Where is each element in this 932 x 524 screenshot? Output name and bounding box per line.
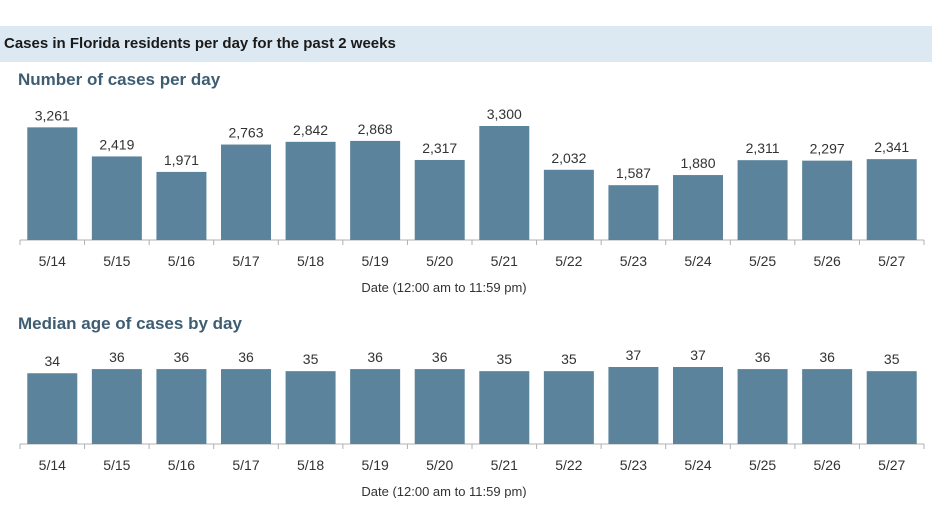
value-label: 2,311 [746, 140, 780, 156]
value-label: 36 [819, 349, 835, 365]
value-label: 3,300 [487, 106, 522, 122]
value-label: 2,341 [874, 139, 909, 155]
x-tick-label: 5/18 [297, 253, 324, 269]
x-tick-label: 5/16 [168, 457, 195, 473]
page-title: Cases in Florida residents per day for t… [4, 35, 396, 52]
median-age-chart: 34 5/14 36 5/15 36 5/16 36 5/17 35 5/18 36 5/19 36 5/… [19, 347, 925, 498]
bar-5-21 [479, 371, 530, 444]
x-tick-label: 5/15 [103, 253, 130, 269]
bar-5-21 [479, 126, 530, 240]
bar-5-22 [543, 169, 594, 240]
bar-5-16 [156, 369, 207, 444]
chart-title-cases: Number of cases per day [18, 70, 221, 89]
bar-5-20 [414, 159, 465, 240]
bar-5-23 [608, 367, 659, 444]
value-label: 36 [174, 349, 190, 365]
bar-5-15 [91, 156, 142, 240]
value-label: 36 [238, 349, 254, 365]
bar-5-19 [350, 140, 401, 240]
x-tick-label: 5/19 [362, 457, 389, 473]
x-tick-label: 5/21 [491, 457, 518, 473]
bar-5-14 [27, 373, 78, 444]
value-label: 2,763 [228, 125, 263, 141]
x-tick-label: 5/22 [555, 253, 582, 269]
x-tick-label: 5/22 [555, 457, 582, 473]
value-label: 35 [303, 351, 319, 367]
value-label: 2,868 [358, 121, 393, 137]
bar-5-25 [737, 160, 788, 240]
bar-5-22 [543, 371, 594, 444]
x-tick-label: 5/21 [491, 253, 518, 269]
x-tick-label: 5/18 [297, 457, 324, 473]
bar-5-17 [221, 144, 271, 240]
value-label: 36 [432, 349, 448, 365]
x-tick-label: 5/17 [232, 457, 259, 473]
bar-5-24 [673, 367, 723, 444]
bar-5-15 [91, 369, 142, 444]
bar-5-14 [27, 127, 78, 240]
chart-title-median-age: Median age of cases by day [18, 314, 242, 333]
bar-5-26 [802, 160, 853, 240]
x-tick-label: 5/25 [749, 253, 776, 269]
value-label: 36 [755, 349, 771, 365]
x-tick-label: 5/23 [620, 253, 647, 269]
bar-5-19 [350, 369, 401, 444]
x-tick-label: 5/27 [878, 253, 905, 269]
value-label: 34 [44, 353, 60, 369]
x-tick-label: 5/23 [620, 457, 647, 473]
x-tick-label: 5/14 [39, 253, 66, 269]
bar-5-27 [866, 159, 917, 240]
bar-5-17 [221, 369, 271, 444]
value-label: 3,261 [35, 107, 70, 123]
bar-5-23 [608, 185, 659, 240]
bar-5-18 [285, 141, 336, 240]
value-label: 2,032 [551, 150, 586, 166]
value-label: 36 [367, 349, 383, 365]
x-tick-label: 5/19 [362, 253, 389, 269]
bar-5-20 [414, 369, 465, 444]
value-label: 1,880 [680, 155, 715, 171]
x-tick-label: 5/20 [426, 457, 453, 473]
bar-5-25 [737, 369, 788, 444]
value-label: 1,587 [616, 165, 651, 181]
value-label: 35 [561, 351, 577, 367]
x-tick-label: 5/26 [814, 457, 841, 473]
x-tick-label: 5/25 [749, 457, 776, 473]
bar-5-24 [673, 175, 723, 240]
value-label: 36 [109, 349, 125, 365]
value-label: 2,317 [422, 140, 457, 156]
value-label: 2,297 [810, 141, 845, 157]
x-tick-label: 5/26 [814, 253, 841, 269]
x-tick-label: 5/24 [684, 457, 711, 473]
x-tick-label: 5/17 [232, 253, 259, 269]
value-label: 2,842 [293, 122, 328, 138]
value-label: 2,419 [99, 136, 134, 152]
x-tick-label: 5/14 [39, 457, 66, 473]
cases-per-day-chart: 3,261 5/14 2,419 5/15 1,971 5/16 2,763 5/17 2,84… [19, 106, 925, 295]
x-tick-label: 5/24 [684, 253, 711, 269]
value-label: 35 [496, 351, 512, 367]
bar-5-16 [156, 171, 207, 240]
x-tick-label: 5/27 [878, 457, 905, 473]
bar-5-18 [285, 371, 336, 444]
bar-5-26 [802, 369, 853, 444]
value-label: 37 [626, 347, 642, 363]
value-label: 35 [884, 351, 900, 367]
x-tick-label: 5/16 [168, 253, 195, 269]
value-label: 37 [690, 347, 706, 363]
x-axis-label: Date (12:00 am to 11:59 pm) [361, 484, 526, 498]
header-band [0, 26, 932, 62]
x-axis-label: Date (12:00 am to 11:59 pm) [361, 280, 526, 295]
x-tick-label: 5/20 [426, 253, 453, 269]
x-tick-label: 5/15 [103, 457, 130, 473]
value-label: 1,971 [164, 152, 199, 168]
bar-5-27 [866, 371, 917, 444]
